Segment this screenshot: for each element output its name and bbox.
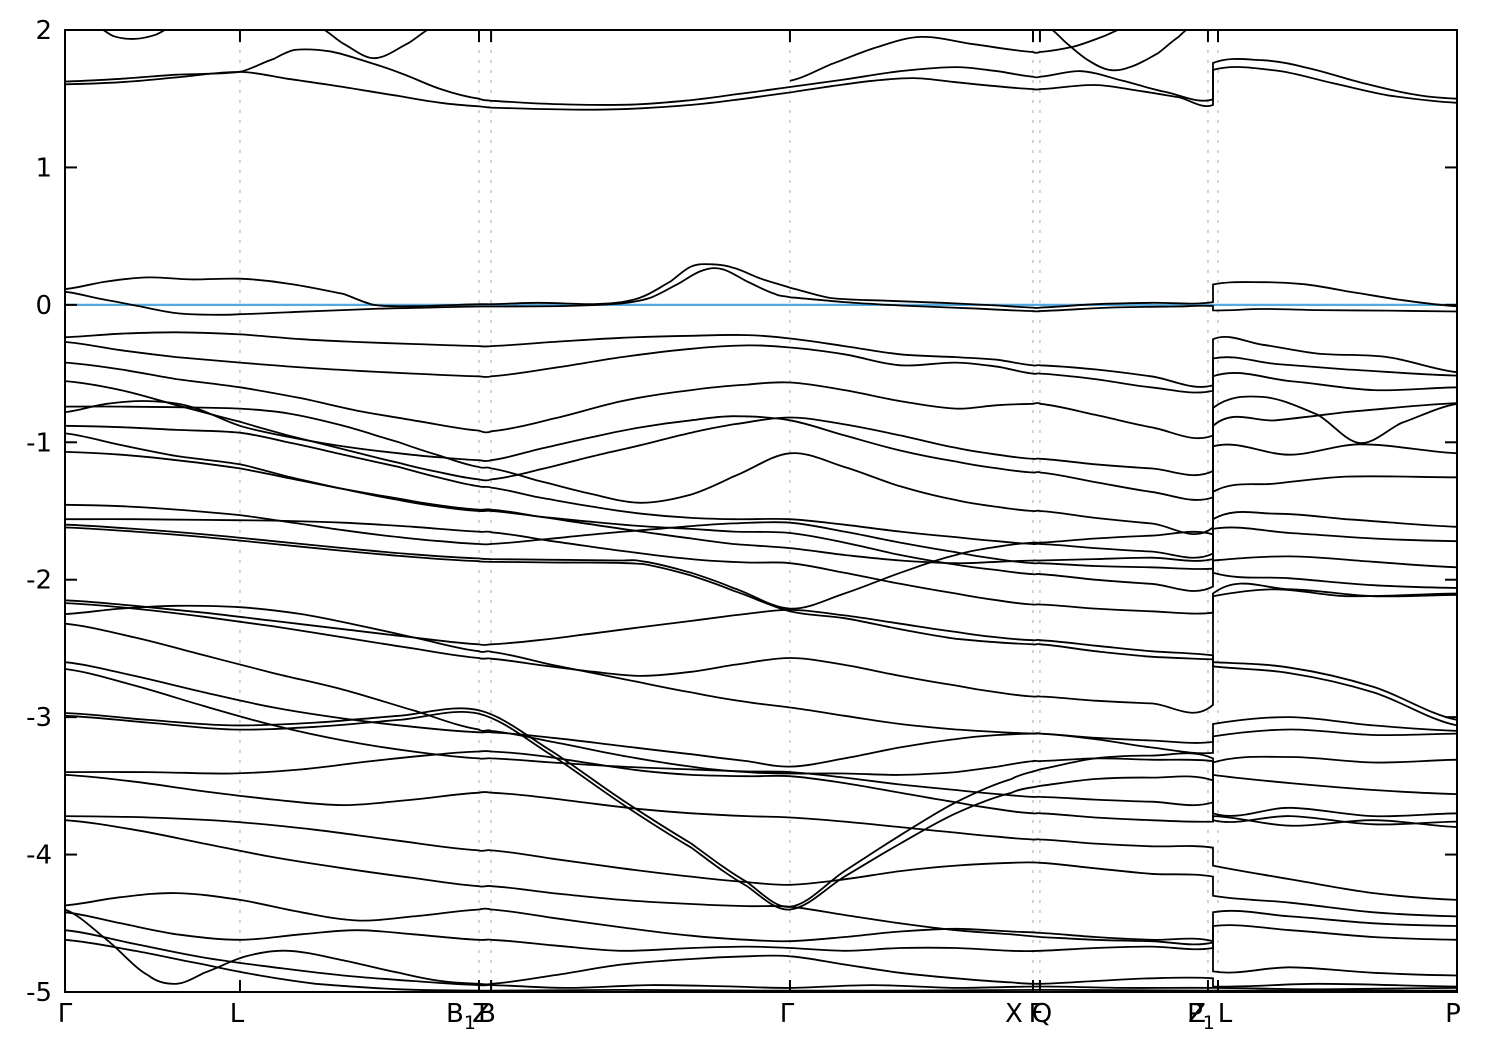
- band-curve: [65, 48, 1457, 106]
- band-curve: [65, 424, 1457, 559]
- band-curve: [65, 523, 1457, 610]
- band-curve: [65, 815, 1457, 918]
- band-curve: [65, 402, 1457, 535]
- band-curve: [65, 503, 1457, 570]
- band-curve: [65, 929, 1457, 991]
- k-point-label: F: [1029, 999, 1044, 1029]
- band-curve: [65, 582, 1457, 714]
- k-point-label: B1: [446, 999, 476, 1034]
- y-axis-tick-label: -2: [26, 566, 52, 596]
- band-curve: [65, 622, 1457, 795]
- y-axis-tick-label: -5: [26, 978, 52, 1008]
- band-curve: [65, 938, 1457, 992]
- k-point-label: P: [1445, 999, 1461, 1029]
- y-axis-tick-label: 0: [35, 291, 52, 321]
- k-point-label: Z: [1188, 999, 1206, 1029]
- y-axis-tick-label: -3: [26, 703, 52, 733]
- band-curve: [65, 432, 1457, 592]
- k-point-label: P1: [1187, 999, 1215, 1034]
- band-curve: [101, 30, 167, 40]
- k-point-label: Q: [1032, 999, 1052, 1029]
- band-curve: [65, 599, 1457, 727]
- band-curve: [65, 892, 1457, 977]
- k-point-label: L: [230, 999, 245, 1029]
- k-point-label: Γ: [780, 999, 795, 1029]
- band-curve: [789, 30, 1120, 82]
- y-axis-tick-label: 1: [35, 153, 52, 183]
- band-curve: [65, 518, 1457, 615]
- band-curve: [323, 30, 429, 60]
- band-curve: [65, 380, 1457, 482]
- band-curve: [65, 604, 1457, 744]
- band-curve: [65, 819, 1457, 946]
- band-curve: [65, 526, 1457, 721]
- y-axis-tick-label: -4: [26, 841, 52, 871]
- k-point-label: X: [1005, 999, 1023, 1029]
- band-curve: [1051, 30, 1188, 72]
- band-curve: [65, 66, 1457, 111]
- k-point-label: Z: [472, 999, 490, 1029]
- band-curve: [65, 267, 1457, 316]
- plot-border: [64, 29, 1458, 993]
- k-point-label: B: [478, 999, 496, 1029]
- band-curve: [65, 661, 1457, 768]
- band-curve: [65, 341, 1457, 394]
- band-curves: [65, 30, 1457, 992]
- k-point-label: L: [1218, 999, 1233, 1029]
- band-curve: [65, 908, 1457, 988]
- band-curve: [65, 331, 1457, 388]
- band-curve: [65, 774, 1457, 901]
- y-axis-tick-label: 2: [35, 16, 52, 46]
- band-curve: [65, 750, 1457, 828]
- band-curve: [65, 707, 1457, 908]
- band-curve: [65, 263, 1457, 309]
- band-curve: [65, 911, 1457, 952]
- band-curve: [65, 400, 1457, 501]
- band-curve: [65, 361, 1457, 440]
- band-curve: [65, 710, 1457, 911]
- k-point-label: Γ: [58, 999, 73, 1029]
- band-curve: [65, 668, 1457, 807]
- y-axis-tick-label: -1: [26, 428, 52, 458]
- band-curve: [65, 451, 1457, 565]
